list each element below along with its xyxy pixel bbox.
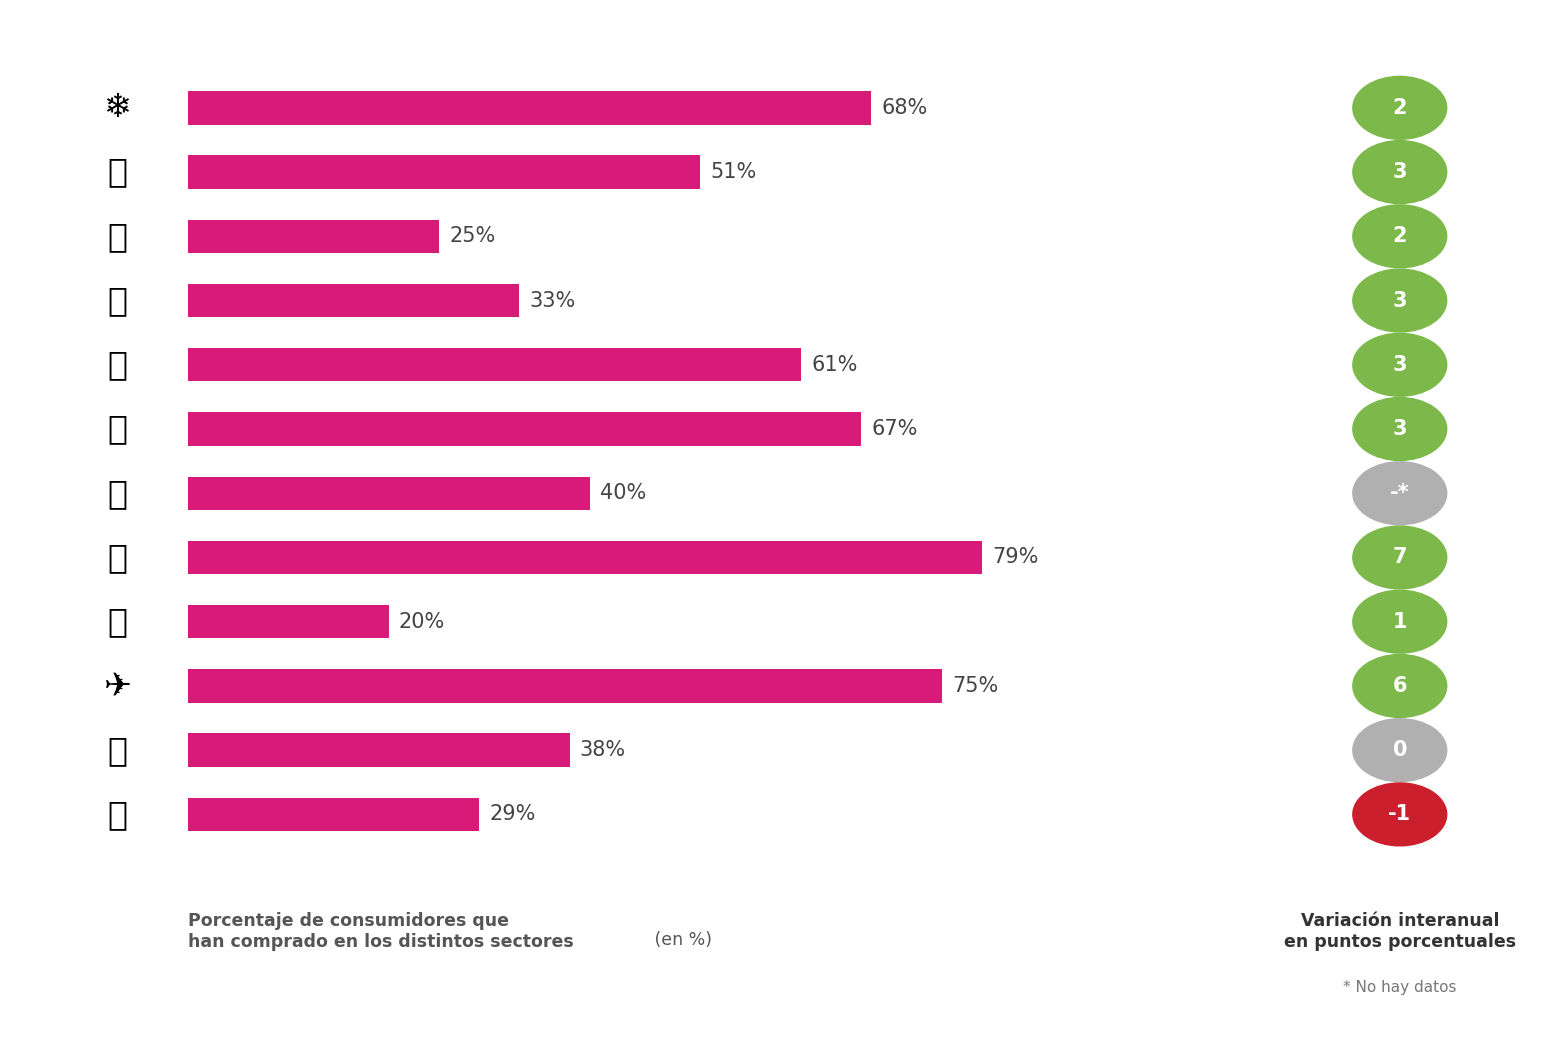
Text: 3: 3: [1392, 419, 1408, 439]
Text: 67%: 67%: [871, 419, 918, 439]
Text: 29%: 29%: [490, 805, 536, 825]
Text: 3: 3: [1392, 355, 1408, 375]
Text: -1: -1: [1389, 805, 1411, 825]
Bar: [188, 412, 862, 445]
Text: 0: 0: [1392, 740, 1408, 760]
Text: (en %): (en %): [649, 931, 712, 948]
Bar: [188, 348, 801, 381]
Text: ✈: ✈: [103, 670, 131, 702]
Bar: [188, 155, 701, 189]
Text: ❄: ❄: [103, 91, 131, 125]
Text: 1: 1: [1392, 612, 1408, 632]
Bar: [188, 605, 389, 638]
Text: 68%: 68%: [882, 97, 927, 117]
Text: 🎮: 🎮: [108, 477, 127, 509]
Text: 38%: 38%: [580, 740, 626, 760]
Bar: [188, 541, 982, 574]
Text: 75%: 75%: [952, 676, 998, 696]
Text: Porcentaje de consumidores que
han comprado en los distintos sectores: Porcentaje de consumidores que han compr…: [188, 912, 574, 951]
Text: 🛏: 🛏: [108, 798, 127, 831]
Text: 🧱: 🧱: [108, 284, 127, 318]
Text: 2: 2: [1392, 226, 1408, 246]
Text: 79%: 79%: [992, 547, 1038, 567]
Text: 20%: 20%: [399, 612, 446, 632]
Text: 🍳: 🍳: [108, 220, 127, 253]
Text: 40%: 40%: [601, 483, 646, 503]
Text: 3: 3: [1392, 290, 1408, 310]
Text: 7: 7: [1392, 547, 1408, 567]
Bar: [188, 91, 871, 125]
Bar: [188, 284, 519, 318]
Text: -*: -*: [1390, 483, 1409, 503]
Bar: [188, 220, 439, 253]
Text: 👁: 👁: [108, 734, 127, 767]
Text: 25%: 25%: [449, 226, 496, 246]
Text: Variación interanual
en puntos porcentuales: Variación interanual en puntos porcentua…: [1284, 912, 1516, 951]
Text: 3: 3: [1392, 162, 1408, 182]
Text: 📱: 📱: [108, 413, 127, 445]
Text: 33%: 33%: [530, 290, 576, 310]
Text: 🏃: 🏃: [108, 541, 127, 574]
Bar: [188, 477, 590, 510]
Text: 6: 6: [1392, 676, 1408, 696]
Text: 2: 2: [1392, 97, 1408, 117]
Text: 🦷: 🦷: [108, 348, 127, 381]
Bar: [188, 670, 942, 702]
Text: 61%: 61%: [812, 355, 857, 375]
Bar: [188, 734, 569, 767]
Bar: [188, 798, 479, 831]
Text: 51%: 51%: [710, 162, 757, 182]
Text: 🛋: 🛋: [108, 155, 127, 189]
Text: * No hay datos: * No hay datos: [1343, 980, 1456, 995]
Text: 🚲: 🚲: [108, 605, 127, 638]
